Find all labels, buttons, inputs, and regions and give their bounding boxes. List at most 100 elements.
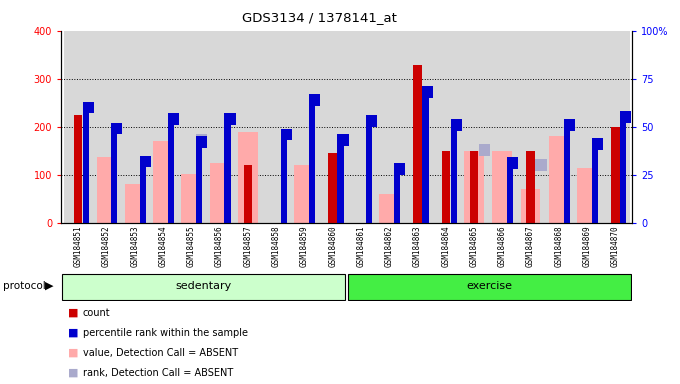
Text: GSM184856: GSM184856 (215, 225, 224, 267)
Bar (366, 121, 372, 223)
Bar (196, 134, 207, 146)
Bar (620, 111, 632, 123)
Bar (139, 161, 146, 223)
Text: GSM184863: GSM184863 (413, 225, 422, 267)
Bar (120, 31, 149, 223)
Bar (577, 167, 597, 223)
Bar (620, 117, 626, 223)
Bar (375, 31, 403, 223)
Text: GSM184858: GSM184858 (271, 225, 281, 267)
Bar (153, 141, 173, 223)
Text: GSM184869: GSM184869 (583, 225, 592, 267)
Bar (441, 151, 450, 223)
Bar (92, 31, 120, 223)
Text: GSM184868: GSM184868 (554, 225, 563, 267)
Bar (517, 31, 545, 223)
Text: GSM184851: GSM184851 (73, 225, 83, 267)
Text: count: count (83, 308, 111, 318)
Bar (507, 163, 513, 223)
Text: GSM184865: GSM184865 (470, 225, 479, 267)
Bar (262, 31, 290, 223)
FancyBboxPatch shape (62, 274, 345, 300)
Bar (337, 134, 349, 146)
Bar (149, 31, 177, 223)
Text: GSM184867: GSM184867 (526, 225, 535, 267)
Bar (224, 113, 235, 125)
Bar (394, 163, 405, 175)
Bar (83, 102, 94, 113)
Bar (309, 94, 320, 106)
Bar (564, 125, 570, 223)
Bar (601, 31, 630, 223)
Bar (592, 138, 603, 150)
Bar (422, 86, 433, 98)
Text: GSM184866: GSM184866 (498, 225, 507, 267)
Bar (294, 165, 314, 223)
Text: GSM184854: GSM184854 (158, 225, 167, 267)
Bar (281, 129, 292, 140)
Bar (281, 134, 287, 223)
Bar (243, 165, 252, 223)
Bar (139, 156, 151, 167)
Text: GDS3134 / 1378141_at: GDS3134 / 1378141_at (242, 12, 397, 25)
Bar (521, 189, 541, 223)
Bar (592, 144, 598, 223)
Bar (196, 136, 207, 148)
Text: GSM184859: GSM184859 (300, 225, 309, 267)
Bar (394, 169, 401, 223)
Bar (97, 157, 116, 223)
Text: ■: ■ (68, 348, 78, 358)
Bar (139, 156, 151, 167)
Text: value, Detection Call = ABSENT: value, Detection Call = ABSENT (83, 348, 238, 358)
Bar (318, 31, 347, 223)
Bar (413, 65, 422, 223)
Bar (573, 31, 601, 223)
Bar (488, 31, 517, 223)
Bar (549, 136, 568, 223)
Text: ■: ■ (68, 368, 78, 378)
Text: GSM184861: GSM184861 (356, 225, 365, 267)
Bar (224, 119, 231, 223)
Text: protocol: protocol (3, 281, 46, 291)
Text: percentile rank within the sample: percentile rank within the sample (83, 328, 248, 338)
Bar (379, 194, 399, 223)
Text: rank, Detection Call = ABSENT: rank, Detection Call = ABSENT (83, 368, 233, 378)
Bar (479, 144, 490, 156)
Bar (112, 129, 118, 223)
Bar (182, 174, 201, 223)
Bar (507, 157, 518, 169)
Bar (366, 115, 377, 127)
Bar (403, 31, 432, 223)
Bar (464, 151, 484, 223)
Bar (177, 31, 205, 223)
Bar (394, 163, 405, 175)
Bar (451, 125, 457, 223)
Text: sedentary: sedentary (176, 281, 232, 291)
Bar (74, 115, 82, 223)
Bar (422, 92, 428, 223)
Bar (526, 151, 534, 223)
Text: GSM184862: GSM184862 (385, 225, 394, 267)
Bar (432, 31, 460, 223)
Bar (492, 151, 512, 223)
Bar (592, 138, 603, 150)
Text: ■: ■ (68, 308, 78, 318)
Bar (337, 140, 343, 223)
Text: ■: ■ (68, 328, 78, 338)
Bar (337, 134, 349, 146)
Bar (328, 153, 337, 223)
Bar (205, 31, 234, 223)
Text: GSM184857: GSM184857 (243, 225, 252, 267)
Bar (535, 159, 547, 171)
Bar (64, 31, 92, 223)
Text: exercise: exercise (466, 281, 513, 291)
Text: GSM184870: GSM184870 (611, 225, 620, 267)
Text: GSM184860: GSM184860 (328, 225, 337, 267)
Bar (460, 31, 488, 223)
Text: GSM184864: GSM184864 (441, 225, 450, 267)
Bar (347, 31, 375, 223)
Text: GSM184855: GSM184855 (187, 225, 196, 267)
Bar (309, 100, 316, 223)
Bar (209, 163, 229, 223)
Bar (451, 119, 462, 131)
